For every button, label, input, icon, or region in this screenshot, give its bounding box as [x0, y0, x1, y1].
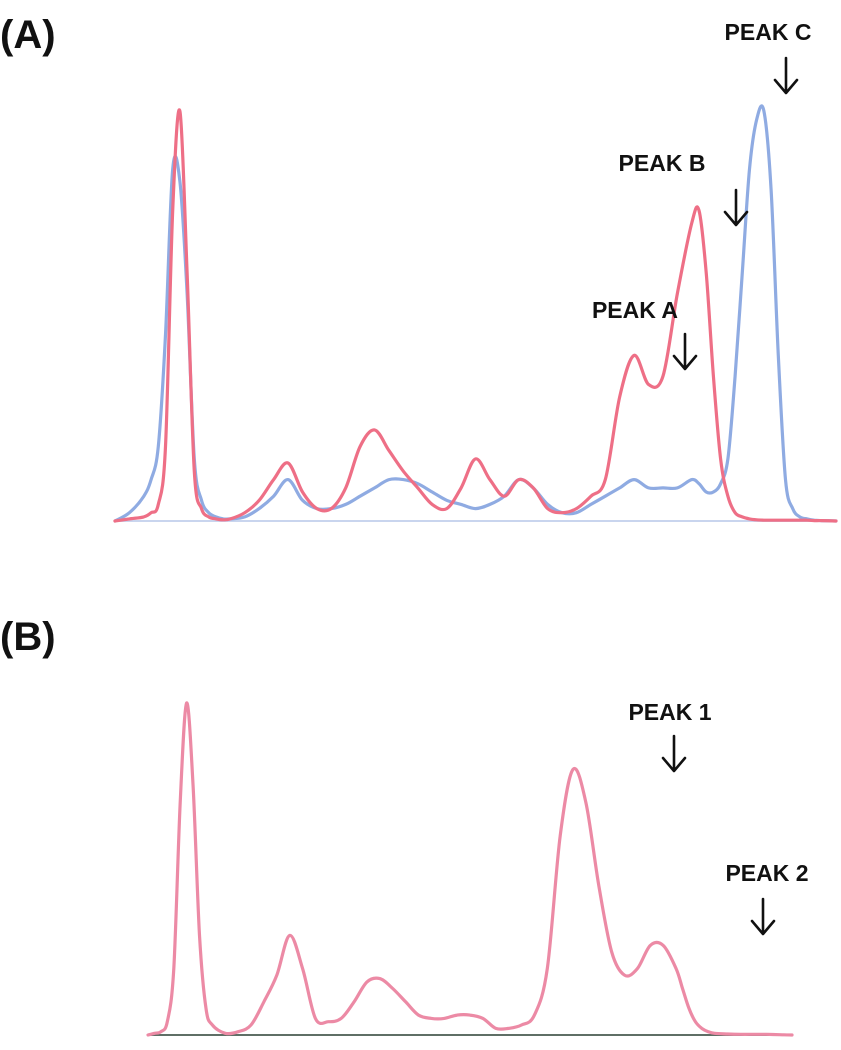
peak-c-marker: PEAK C — [725, 19, 812, 95]
peak-1-marker: PEAK 1 — [628, 699, 712, 773]
panel-b-pink-trace — [146, 701, 794, 1037]
peak-a-arrow-icon — [672, 332, 698, 371]
peak-1-label: PEAK 1 — [628, 699, 711, 725]
peak-2-marker: PEAK 2 — [725, 860, 809, 936]
peak-2-label: PEAK 2 — [725, 860, 808, 886]
peak-1-arrow-icon — [661, 734, 687, 773]
panel-a-blue-trace — [113, 104, 838, 523]
peak-a-label: PEAK A — [592, 297, 678, 323]
panel-a-red-trace — [113, 108, 838, 523]
peak-c-label: PEAK C — [725, 19, 812, 45]
peak-b-arrow-icon — [723, 188, 749, 227]
panel-b-label: (B) — [0, 615, 56, 659]
peak-2-arrow-icon — [750, 897, 776, 936]
peak-a-marker: PEAK A — [592, 297, 698, 371]
panel-b: (B) PEAK 1 PEAK 2 — [0, 615, 809, 1037]
panel-a: (A) PEAK A PEAK B PEAK C — [0, 13, 838, 523]
peak-b-marker: PEAK B — [619, 150, 749, 227]
panel-a-label: (A) — [0, 13, 56, 57]
peak-c-arrow-icon — [773, 56, 799, 95]
peak-b-label: PEAK B — [619, 150, 706, 176]
